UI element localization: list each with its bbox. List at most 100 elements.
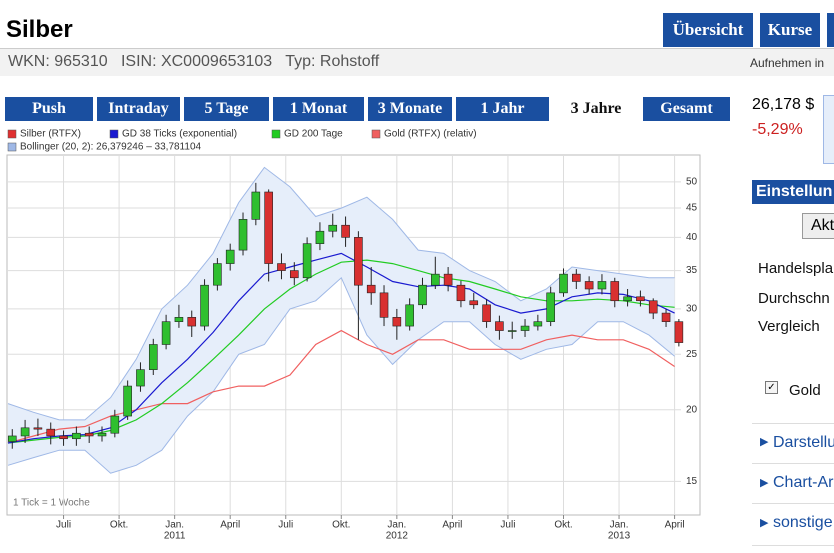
legend-label: Bollinger (20, 2): 26,379246 – 33,781104 <box>20 142 202 153</box>
candle-body <box>162 322 170 345</box>
candle-body <box>21 428 29 436</box>
y-tick-label: 40 <box>686 232 698 243</box>
link-arrow: ▶ <box>760 435 768 448</box>
candle-body <box>342 225 350 237</box>
candle-body <box>534 322 542 326</box>
candle-body <box>34 428 42 429</box>
candle-body <box>188 317 196 326</box>
candle-body <box>470 301 478 305</box>
legend-swatch <box>110 130 118 138</box>
candle-body <box>60 436 68 439</box>
legend-label: Silber (RTFX) <box>20 129 81 140</box>
x-tick-label: Juli <box>56 520 71 531</box>
legend-swatch <box>8 143 16 151</box>
candle-body <box>265 192 273 264</box>
checkbox-label: Gold <box>789 382 821 399</box>
candle-body <box>521 326 529 330</box>
candle-body <box>675 322 683 343</box>
x-tick-label: Juli <box>500 520 515 531</box>
y-tick-label: 15 <box>686 476 698 487</box>
candle-body <box>559 274 567 293</box>
candle-body <box>252 192 260 219</box>
candle-body <box>457 285 465 301</box>
candle-body <box>483 305 491 322</box>
watchlist-link[interactable]: Aufnehmen in <box>750 56 824 70</box>
settings-link[interactable]: Darstellu <box>773 434 834 452</box>
nav-button[interactable]: Kurse <box>760 13 820 47</box>
candle-body <box>226 250 234 263</box>
x-tick-label: Okt. <box>110 520 128 531</box>
y-tick-label: 20 <box>686 404 698 415</box>
y-tick-label: 35 <box>686 265 698 276</box>
legend-swatch <box>8 130 16 138</box>
link-arrow: ▶ <box>760 476 768 489</box>
x-tick-label: Jan. <box>387 520 406 531</box>
price: 26,178 $ <box>752 96 814 114</box>
year-label: 2012 <box>386 531 409 542</box>
legend-label: GD 200 Tage <box>284 129 343 140</box>
x-tick-label: Jan. <box>165 520 184 531</box>
candle-body <box>418 285 426 305</box>
y-tick-label: 25 <box>686 349 698 360</box>
candle-body <box>624 297 632 301</box>
nav-button-partial[interactable] <box>827 13 834 47</box>
candle-body <box>85 433 93 436</box>
settings-header: Einstellun <box>752 180 834 204</box>
separator <box>752 423 834 424</box>
candle-body <box>277 264 285 271</box>
x-tick-label: April <box>665 520 685 531</box>
candle-body <box>98 433 106 436</box>
candle-body <box>136 370 144 386</box>
candle-body <box>316 231 324 243</box>
candle-body <box>649 301 657 313</box>
candle-body <box>367 285 375 293</box>
y-tick-label: 50 <box>686 176 698 187</box>
candle-body <box>329 225 337 231</box>
candle-body <box>508 331 516 332</box>
separator <box>752 463 834 464</box>
legend-label: Gold (RTFX) (relativ) <box>384 129 477 140</box>
y-tick-label: 45 <box>686 203 698 214</box>
annotation: 1 Tick = 1 Woche <box>13 498 90 509</box>
candle-body <box>598 281 606 289</box>
year-label: 2013 <box>608 531 631 542</box>
link-arrow: ▶ <box>760 516 768 529</box>
candle-body <box>585 281 593 289</box>
candle-body <box>72 433 80 439</box>
legend-swatch <box>272 130 280 138</box>
mini-chart <box>823 95 834 164</box>
setting-label: Durchschn <box>758 290 830 307</box>
update-button[interactable]: Akt <box>802 213 834 239</box>
candle-body <box>47 429 55 436</box>
candle-body <box>213 264 221 286</box>
separator <box>752 503 834 504</box>
candle-body <box>8 436 16 442</box>
candle-body <box>124 386 132 416</box>
x-tick-label: Okt. <box>332 520 350 531</box>
candle-body <box>354 237 362 285</box>
candle-body <box>201 285 209 326</box>
setting-label: Handelspla <box>758 260 833 277</box>
x-tick-label: Okt. <box>554 520 572 531</box>
checkbox[interactable]: ✓ <box>765 381 778 394</box>
price-change: -5,29% <box>752 121 803 139</box>
candle-body <box>393 317 401 326</box>
candle-body <box>547 293 555 322</box>
settings-link[interactable]: sonstige <box>773 514 833 532</box>
year-label: 2011 <box>164 531 186 542</box>
candle-body <box>495 322 503 331</box>
candle-body <box>611 281 619 300</box>
settings-link[interactable]: Chart-Ar <box>773 474 833 492</box>
chart: 1 Tick = 1 Woche Silber (RTFX) GD 38 Tick… <box>0 0 745 553</box>
x-tick-label: Jan. <box>610 520 629 531</box>
x-tick-label: April <box>442 520 462 531</box>
candle-body <box>239 219 247 250</box>
candle-body <box>111 416 119 433</box>
legend-label: GD 38 Ticks (exponential) <box>122 129 237 140</box>
candle-body <box>431 274 439 285</box>
setting-label: Vergleich <box>758 318 820 335</box>
y-tick-label: 30 <box>686 304 698 315</box>
candle-body <box>380 293 388 317</box>
candle-body <box>572 274 580 281</box>
